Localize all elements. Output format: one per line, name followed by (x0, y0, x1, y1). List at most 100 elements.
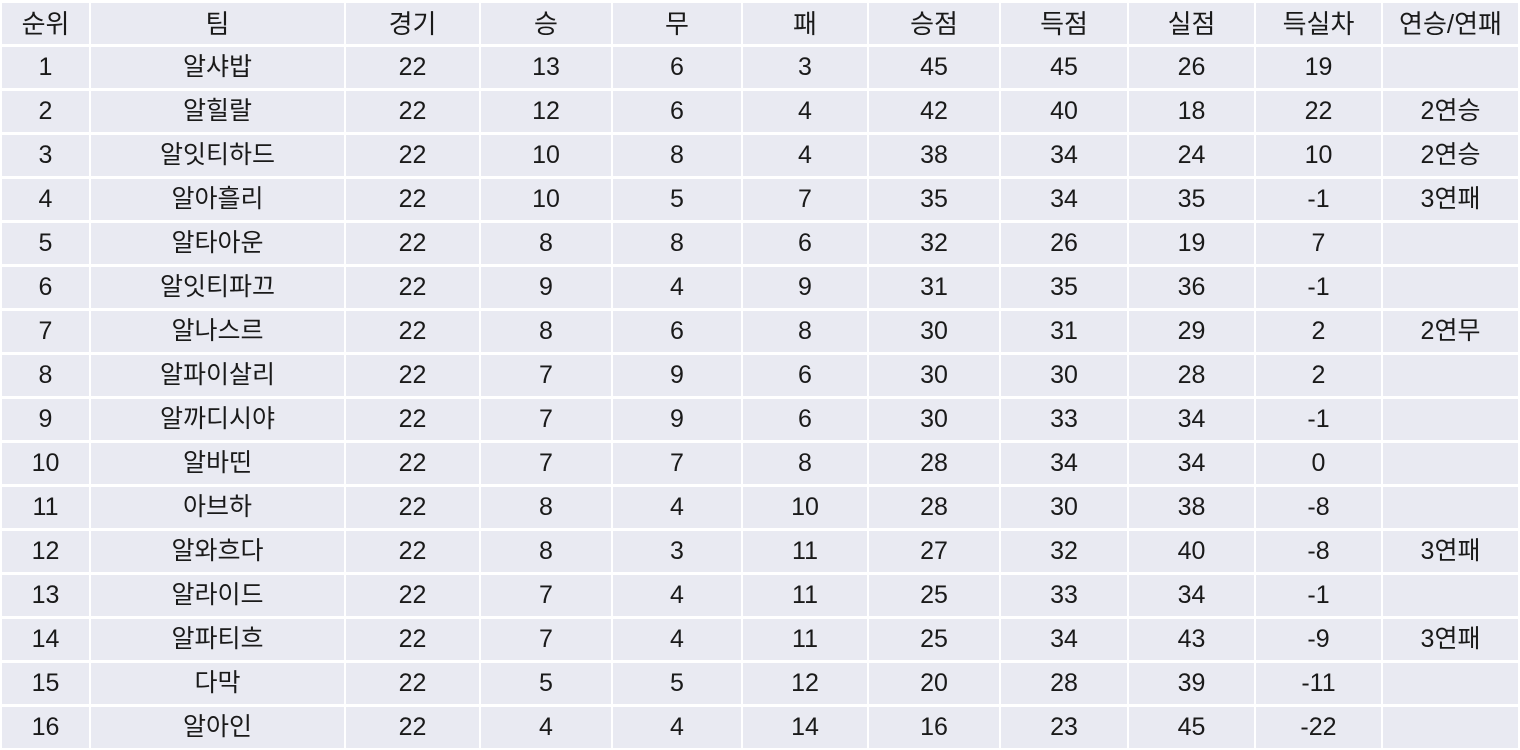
table-cell: 34 (1001, 179, 1127, 220)
table-cell: 23 (1001, 707, 1127, 748)
table-cell: 2연무 (1383, 311, 1518, 352)
table-cell: 22 (346, 91, 479, 132)
table-cell: 13 (2, 575, 89, 616)
table-cell: 4 (743, 135, 867, 176)
column-header: 연승/연패 (1383, 3, 1518, 44)
table-cell: 7 (481, 443, 611, 484)
table-cell: 9 (2, 399, 89, 440)
table-cell: 10 (481, 179, 611, 220)
table-cell: 28 (869, 443, 999, 484)
column-header: 순위 (2, 3, 89, 44)
table-cell: 8 (2, 355, 89, 396)
table-cell: 5 (2, 223, 89, 264)
team-name-cell: 알아인 (91, 707, 344, 748)
table-row: 10 알바띤 22 7 7 8 28 34 34 0 (2, 443, 1518, 484)
table-cell: 33 (1001, 399, 1127, 440)
table-cell: 3연패 (1383, 179, 1518, 220)
table-cell: 36 (1129, 267, 1254, 308)
table-cell: 4 (481, 707, 611, 748)
table-cell: 3 (2, 135, 89, 176)
table-cell: 22 (346, 223, 479, 264)
table-cell: 8 (481, 531, 611, 572)
table-cell: 5 (613, 179, 741, 220)
table-cell (1383, 223, 1518, 264)
table-row: 4 알아흘리 22 10 5 7 35 34 35 -1 3연패 (2, 179, 1518, 220)
table-cell: 9 (613, 355, 741, 396)
table-cell: 27 (869, 531, 999, 572)
table-cell (1383, 575, 1518, 616)
table-cell: 19 (1256, 47, 1381, 88)
table-cell: 26 (1129, 47, 1254, 88)
table-cell: 42 (869, 91, 999, 132)
table-cell: 3 (743, 47, 867, 88)
table-cell: 24 (1129, 135, 1254, 176)
table-cell: 7 (481, 619, 611, 660)
table-cell: 30 (869, 311, 999, 352)
table-row: 14 알파티흐 22 7 4 11 25 34 43 -9 3연패 (2, 619, 1518, 660)
table-cell: 22 (346, 135, 479, 176)
table-cell: 30 (869, 355, 999, 396)
table-cell: 34 (1129, 575, 1254, 616)
table-cell (1383, 47, 1518, 88)
table-cell: 30 (1001, 355, 1127, 396)
table-cell: 11 (2, 487, 89, 528)
table-cell: -1 (1256, 267, 1381, 308)
table-cell: 11 (743, 619, 867, 660)
table-cell: 7 (481, 575, 611, 616)
table-cell: 11 (743, 531, 867, 572)
table-cell: 22 (346, 663, 479, 704)
table-cell: 28 (1001, 663, 1127, 704)
table-cell: 2 (1256, 355, 1381, 396)
column-header: 패 (743, 3, 867, 44)
table-cell: 34 (1001, 443, 1127, 484)
team-name-cell: 알파티흐 (91, 619, 344, 660)
table-cell: 22 (346, 399, 479, 440)
table-cell: 32 (869, 223, 999, 264)
team-name-cell: 다막 (91, 663, 344, 704)
table-row: 8 알파이살리 22 7 9 6 30 30 28 2 (2, 355, 1518, 396)
table-cell: 10 (2, 443, 89, 484)
table-cell: 30 (1001, 487, 1127, 528)
table-cell: 4 (613, 575, 741, 616)
table-cell: 6 (2, 267, 89, 308)
table-cell: -1 (1256, 575, 1381, 616)
column-header: 승점 (869, 3, 999, 44)
table-cell: 40 (1129, 531, 1254, 572)
table-cell: 2연승 (1383, 135, 1518, 176)
table-cell: 45 (869, 47, 999, 88)
table-cell: 33 (1001, 575, 1127, 616)
table-cell: 3연패 (1383, 531, 1518, 572)
table-cell: -8 (1256, 531, 1381, 572)
table-cell: 31 (869, 267, 999, 308)
column-header: 득실차 (1256, 3, 1381, 44)
table-cell: 7 (481, 399, 611, 440)
table-cell: 22 (1256, 91, 1381, 132)
team-name-cell: 아브하 (91, 487, 344, 528)
table-cell: 14 (2, 619, 89, 660)
table-cell: 22 (346, 179, 479, 220)
table-cell: 40 (1001, 91, 1127, 132)
table-cell: 15 (2, 663, 89, 704)
team-name-cell: 알파이살리 (91, 355, 344, 396)
table-row: 13 알라이드 22 7 4 11 25 33 34 -1 (2, 575, 1518, 616)
table-row: 5 알타아운 22 8 8 6 32 26 19 7 (2, 223, 1518, 264)
table-cell: 38 (869, 135, 999, 176)
table-cell: 0 (1256, 443, 1381, 484)
table-cell: -1 (1256, 179, 1381, 220)
table-cell: 8 (481, 223, 611, 264)
table-cell: 4 (613, 619, 741, 660)
column-header: 실점 (1129, 3, 1254, 44)
table-row: 7 알나스르 22 8 6 8 30 31 29 2 2연무 (2, 311, 1518, 352)
team-name-cell: 알아흘리 (91, 179, 344, 220)
table-cell: 16 (2, 707, 89, 748)
table-cell (1383, 707, 1518, 748)
table-cell: 22 (346, 619, 479, 660)
table-cell: 22 (346, 47, 479, 88)
table-cell: 1 (2, 47, 89, 88)
column-header: 득점 (1001, 3, 1127, 44)
table-cell: 4 (613, 487, 741, 528)
table-row: 15 다막 22 5 5 12 20 28 39 -11 (2, 663, 1518, 704)
table-cell (1383, 399, 1518, 440)
table-cell (1383, 663, 1518, 704)
table-cell: 7 (481, 355, 611, 396)
